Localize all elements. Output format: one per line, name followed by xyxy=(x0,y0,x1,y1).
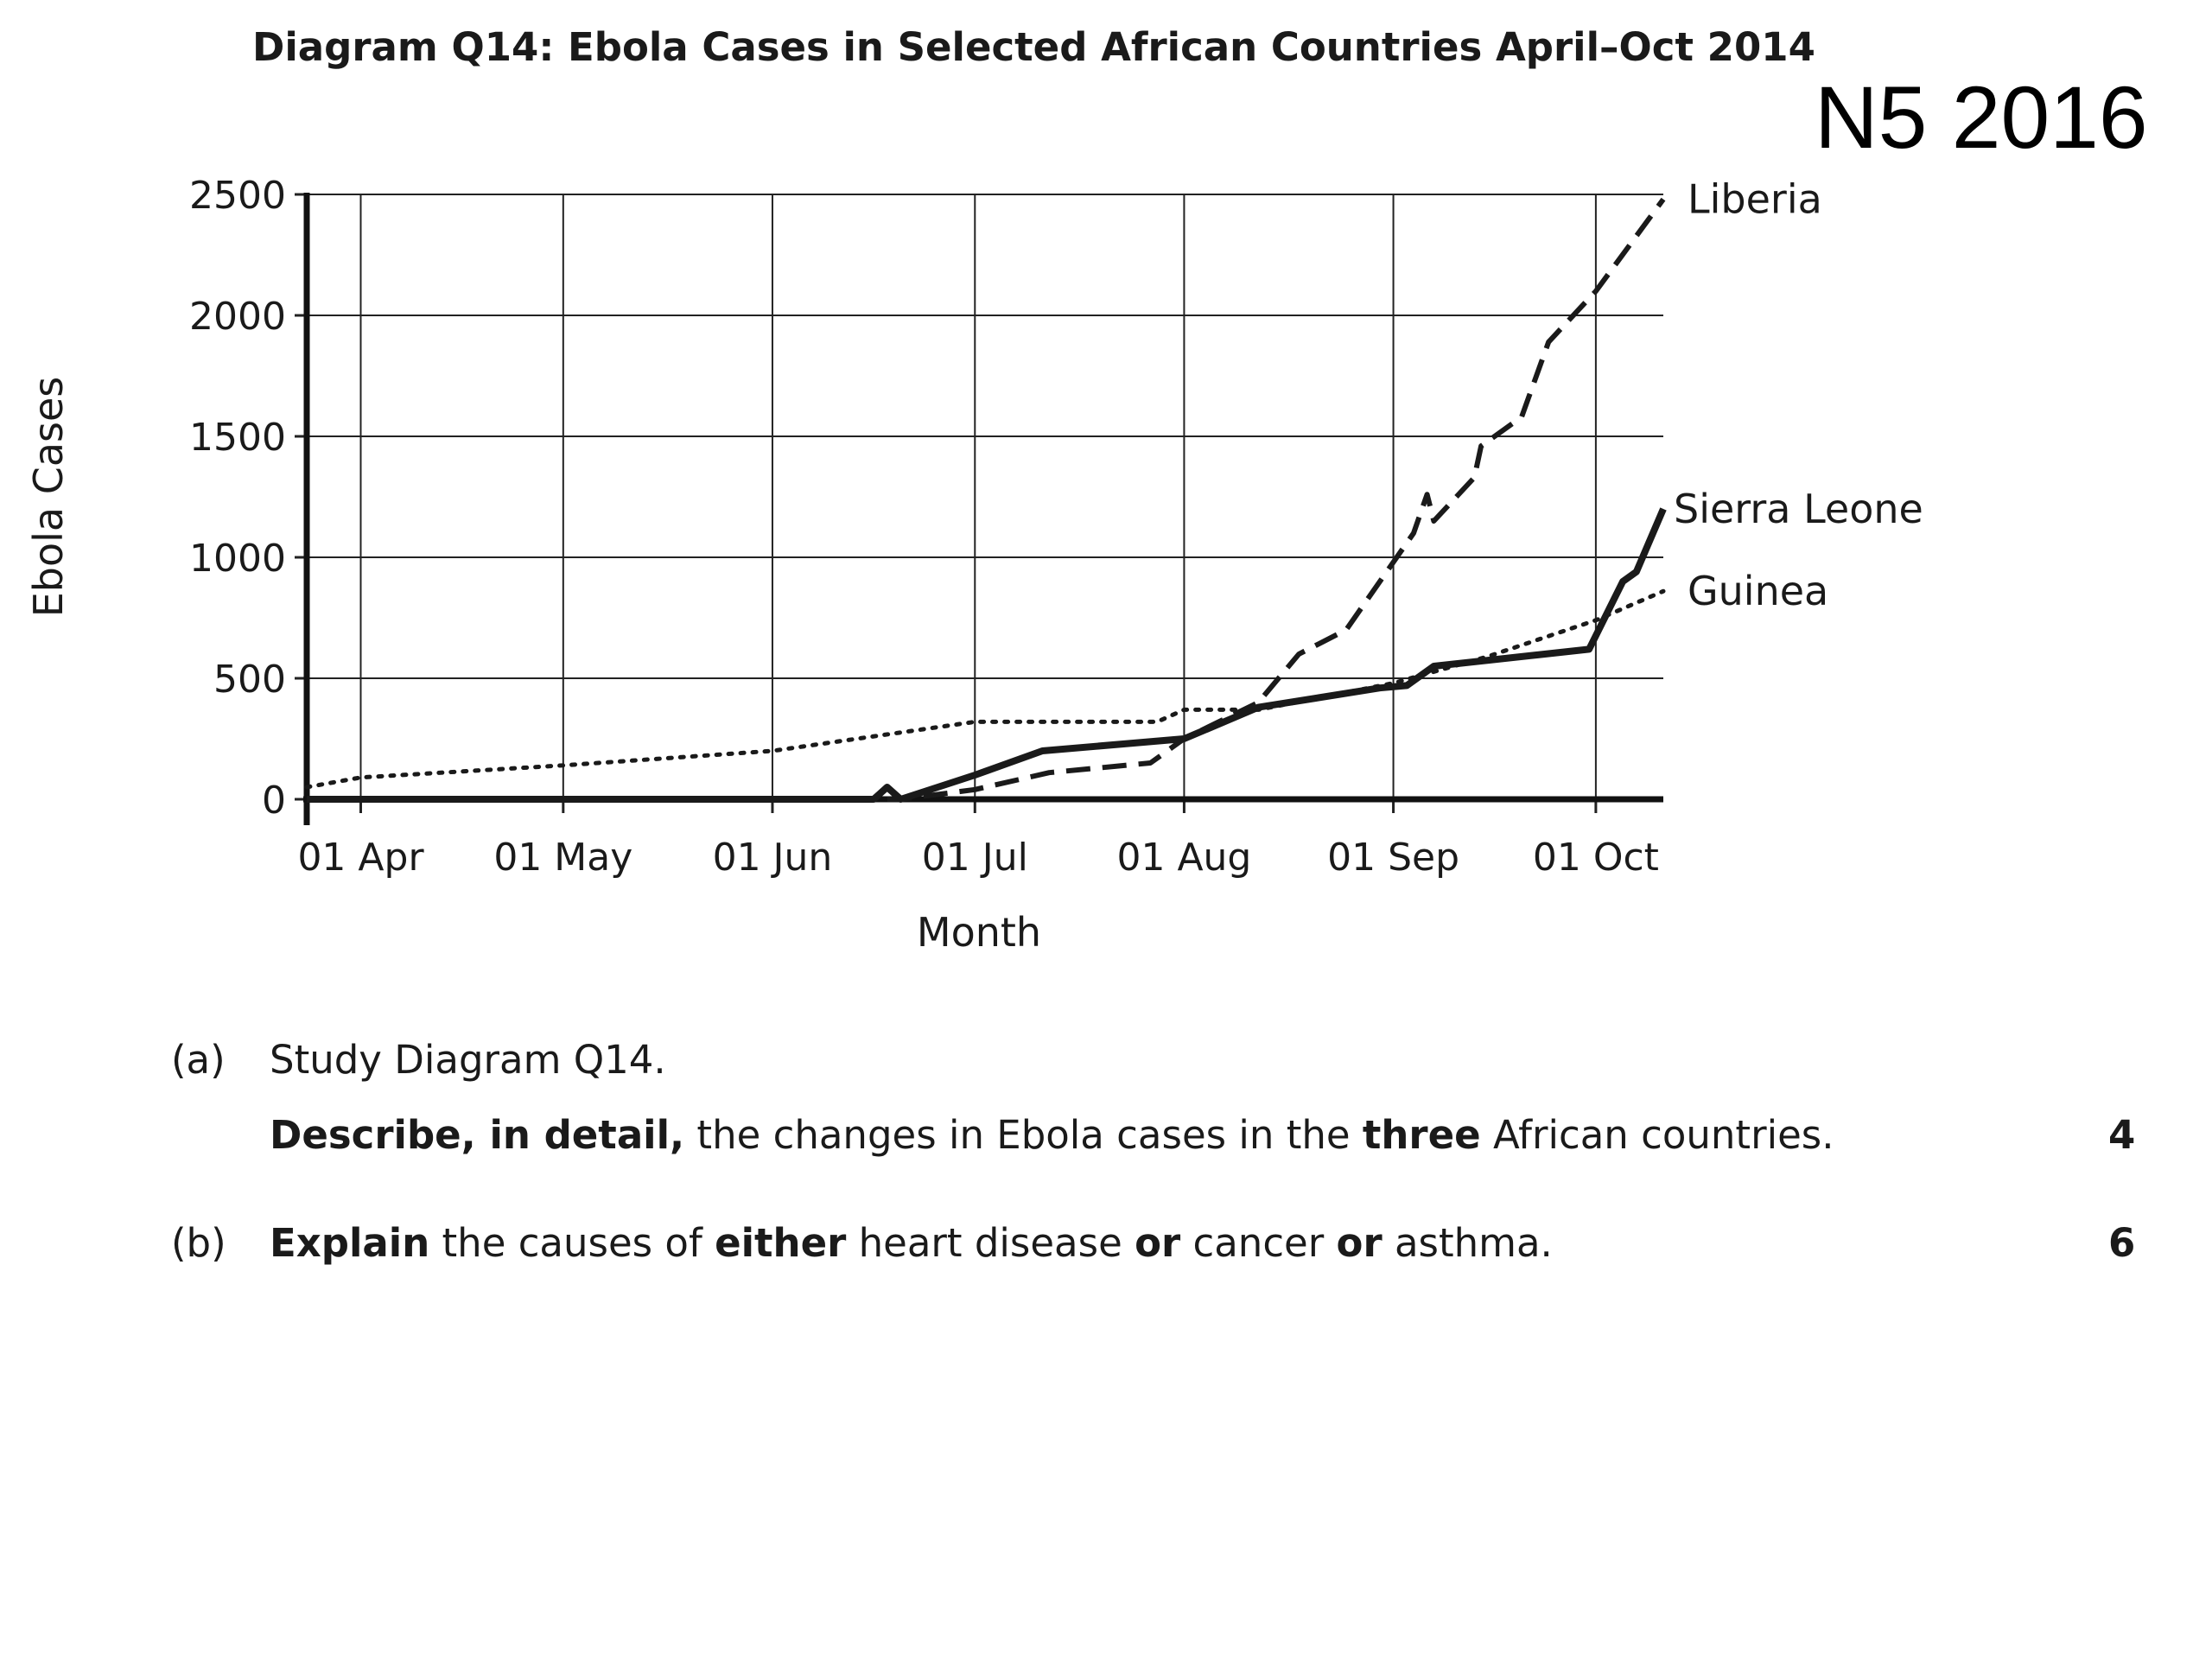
x-tick-label: 01 Oct xyxy=(1533,836,1659,880)
x-tick-label: 01 May xyxy=(493,836,632,880)
series-line-sierra-leone xyxy=(307,507,1667,803)
question-b-prompt-segment: or xyxy=(1135,1220,1181,1266)
x-tick-label: 01 Jun xyxy=(713,836,833,880)
question-a-prompt: Describe, in detail, the changes in Ebol… xyxy=(270,1112,1834,1158)
x-tick-label: 01 Aug xyxy=(1116,836,1251,880)
question-b-prompt-segment: heart disease xyxy=(846,1220,1135,1266)
x-tick-label: 01 Jul xyxy=(922,836,1028,880)
x-axis-title: Month xyxy=(917,909,1041,956)
y-tick-label: 2500 xyxy=(189,174,286,218)
question-a-marks: 4 xyxy=(2108,1112,2136,1158)
y-tick-label: 0 xyxy=(262,779,286,823)
diagram-title: Diagram Q14: Ebola Cases in Selected Afr… xyxy=(252,24,1815,70)
question-b-prompt-segment: Explain xyxy=(270,1220,430,1266)
exam-tag: N5 2016 xyxy=(1815,68,2148,167)
series-line-liberia xyxy=(307,197,1666,802)
y-tick-label: 500 xyxy=(213,658,286,702)
question-a-prompt-segment: three xyxy=(1362,1112,1481,1158)
x-tick-label: 01 Apr xyxy=(297,836,424,880)
question-b-prompt: Explain the causes of either heart disea… xyxy=(270,1220,1553,1266)
y-tick-label: 1500 xyxy=(189,416,286,460)
x-tick-label: 01 Sep xyxy=(1327,836,1459,880)
ebola-line-chart: 0 500 1000 1500 2000 2500 01 Apr 01 May 01 Jun 01… xyxy=(25,174,1923,956)
y-tick-label: 1000 xyxy=(189,537,286,581)
question-a-intro: Study Diagram Q14. xyxy=(270,1037,666,1083)
question-a-prompt-segment: Describe, in detail, xyxy=(270,1112,685,1158)
question-a-prompt-segment: African countries. xyxy=(1480,1112,1834,1158)
y-axis-title: Ebola Cases xyxy=(25,377,72,618)
question-b-prompt-segment: the causes of xyxy=(429,1220,715,1266)
series-label: Guinea xyxy=(1688,568,1828,614)
question-a-label: (a) xyxy=(171,1037,226,1083)
question-b-marks: 6 xyxy=(2108,1220,2136,1266)
question-a-prompt-segment: the changes in Ebola cases in the xyxy=(684,1112,1363,1158)
series-label: Liberia xyxy=(1688,176,1822,223)
question-b-prompt-segment: cancer xyxy=(1180,1220,1337,1266)
series-line-guinea xyxy=(304,588,1666,790)
question-b-prompt-segment: asthma. xyxy=(1382,1220,1553,1266)
y-tick-label: 2000 xyxy=(189,295,286,339)
series-label: Sierra Leone xyxy=(1674,486,1923,532)
question-b-prompt-segment: or xyxy=(1336,1220,1382,1266)
question-b-label: (b) xyxy=(171,1220,226,1266)
question-b-prompt-segment: either xyxy=(715,1220,847,1266)
